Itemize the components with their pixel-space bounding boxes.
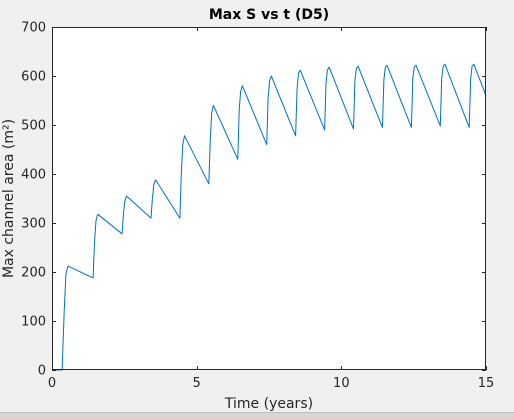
y-tick-label: 100 (21, 315, 46, 330)
x-axis-label: Time (years) (224, 396, 313, 412)
y-tick-label: 400 (21, 168, 46, 183)
y-tick-label: 200 (21, 266, 46, 281)
y-tick-label: 600 (21, 70, 46, 85)
x-tick-label: 15 (478, 376, 495, 391)
y-tick-label: 500 (21, 119, 46, 134)
chart-title: Max S vs t (D5) (209, 7, 329, 23)
x-tick-label: 0 (48, 376, 56, 391)
figure-bottom-border (0, 412, 514, 419)
tick-layer: 0 5 10 15 0 100 200 300 400 500 600 700 (21, 21, 494, 392)
y-tick-label: 700 (21, 21, 46, 36)
series-layer (52, 63, 487, 371)
y-tick-label: 0 (38, 364, 46, 379)
y-axis-label: Max channel area (m²) (1, 119, 17, 278)
plot-box (52, 27, 486, 370)
x-tick-label: 10 (333, 376, 350, 391)
y-tick-label: 300 (21, 217, 46, 232)
x-tick-label: 5 (193, 376, 201, 391)
series-line (52, 63, 487, 371)
